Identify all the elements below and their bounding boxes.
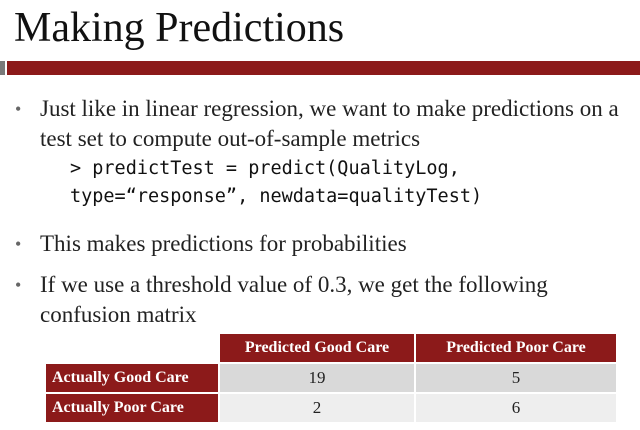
column-header-predicted-poor: Predicted Poor Care: [416, 334, 616, 362]
code-line: type=“response”, newdata=qualityTest): [70, 186, 483, 207]
title-bar-band: [7, 61, 640, 75]
table-corner-cell: [46, 334, 218, 362]
table-row: Actually Poor Care 2 6: [46, 394, 616, 422]
bullet-text: Just like in linear regression, we want …: [40, 96, 619, 151]
slide-title: Making Predictions: [14, 5, 345, 51]
confusion-matrix-table: Predicted Good Care Predicted Poor Care …: [44, 332, 618, 424]
bullet-marker: •: [15, 234, 22, 254]
bullet-linear-regression: • Just like in linear regression, we wan…: [15, 94, 630, 154]
bullet-marker: •: [15, 275, 22, 295]
code-block: > predictTest = predict(QualityLog, type=…: [70, 155, 630, 211]
row-header-actually-good: Actually Good Care: [46, 364, 218, 392]
row-header-actually-poor: Actually Poor Care: [46, 394, 218, 422]
bullet-text: This makes predictions for probabilities: [40, 231, 407, 256]
table-cell: 19: [220, 364, 414, 392]
table-row: Actually Good Care 19 5: [46, 364, 616, 392]
column-header-predicted-good: Predicted Good Care: [220, 334, 414, 362]
title-bar-stub: [0, 61, 5, 75]
bullet-probabilities: • This makes predictions for probabiliti…: [15, 229, 630, 259]
bullet-marker: •: [15, 99, 22, 119]
table-cell: 5: [416, 364, 616, 392]
table-header-row: Predicted Good Care Predicted Poor Care: [46, 334, 616, 362]
table-cell: 6: [416, 394, 616, 422]
title-divider-bar: [0, 61, 640, 75]
code-line: > predictTest = predict(QualityLog,: [70, 158, 460, 179]
bullet-threshold: • If we use a threshold value of 0.3, we…: [15, 270, 630, 330]
table-cell: 2: [220, 394, 414, 422]
bullet-text: If we use a threshold value of 0.3, we g…: [40, 272, 548, 327]
